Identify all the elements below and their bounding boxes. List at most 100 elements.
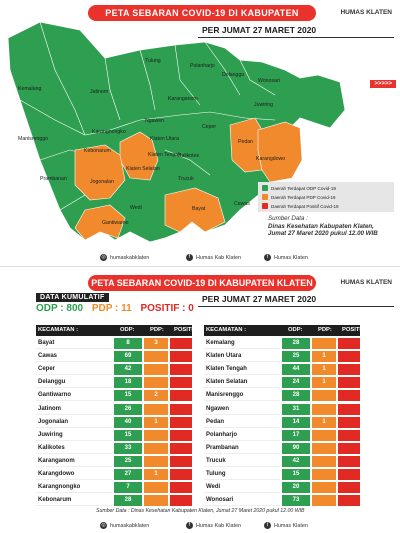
map-label: Cawas [234, 201, 250, 207]
map-label: Trucuk [178, 176, 194, 182]
legend-pdp-swatch [262, 194, 268, 200]
odp-value: 18 [114, 377, 142, 389]
instagram-icon: ◎ [100, 522, 107, 529]
map-label: Ngawen [145, 118, 164, 124]
pdp-value: 1 [144, 469, 168, 480]
pdp-value [312, 442, 336, 454]
twitter-icon: t [264, 254, 271, 261]
map-label: Wonosari [258, 78, 280, 84]
kecamatan-name: Karangdowo [36, 469, 112, 480]
positif-value [170, 338, 192, 349]
kecamatan-name: Klaten Utara [204, 351, 280, 363]
positif-value [170, 377, 192, 389]
social-twitter-2[interactable]: t Humas Klaten [264, 522, 308, 529]
table-row: Tulung 15 [204, 469, 360, 481]
kecamatan-name: Tulung [204, 469, 280, 480]
kecamatan-name: Trucuk [204, 455, 280, 467]
table-right-header: KECAMATAN : ODP: PDP: POSITIF: [204, 325, 366, 336]
pdp-value [144, 442, 168, 454]
odp-value: 27 [114, 469, 142, 480]
pdp-value: 2 [144, 390, 168, 402]
social-instagram-2[interactable]: ◎ humaskabklaten [100, 522, 150, 529]
positif-value [170, 416, 192, 428]
cumulative-stats: ODP : 800 PDP : 11 POSITIF : 0 [36, 303, 200, 314]
kecamatan-name: Delanggu [36, 377, 112, 389]
positif-value [338, 455, 360, 467]
brand-logo-2: HUMAS KLATEN [340, 279, 392, 286]
pdp-value [144, 482, 168, 494]
social-facebook[interactable]: f Humas Kab Klaten [186, 254, 241, 261]
legend-positif: Daerah Terdapat Positif Covid-19 [262, 202, 339, 210]
legend-odp-swatch [262, 185, 268, 191]
table-row: Trucuk 42 [204, 455, 360, 468]
odp-value: 14 [282, 416, 310, 428]
odp-total: ODP : 800 [36, 303, 84, 314]
pdp-value: 3 [144, 338, 168, 349]
pdp-value [312, 429, 336, 441]
pdp-value [312, 338, 336, 349]
kecamatan-name: Ngawen [204, 403, 280, 415]
date-underline-2 [198, 306, 394, 307]
date-underline [198, 37, 394, 38]
positif-value [338, 416, 360, 428]
kecamatan-name: Kebonarum [36, 495, 112, 507]
kecamatan-name: Wedi [204, 482, 280, 494]
twitter-icon: t [264, 522, 271, 529]
map-label: Manisrenggo [18, 136, 48, 142]
table-title: PETA SEBARAN COVID-19 DI KABUPATEN KLATE… [88, 275, 316, 291]
map-region-jogonalan [74, 144, 126, 201]
odp-value: 40 [114, 416, 142, 428]
odp-value: 25 [282, 351, 310, 363]
map-label: Delanggu [222, 72, 244, 78]
table-row: Karanganom 25 [36, 455, 192, 468]
pdp-value [144, 364, 168, 376]
map-label: Klaten Selatan [126, 166, 160, 172]
positif-value [338, 390, 360, 402]
map-label: Kebonarum [84, 148, 111, 154]
map-label: Wedi [130, 205, 142, 211]
odp-value: 17 [282, 429, 310, 441]
odp-value: 15 [114, 390, 142, 402]
odp-value: 26 [114, 403, 142, 415]
table-row: Kebonarum 28 [36, 495, 192, 507]
odp-value: 8 [114, 338, 142, 349]
table-row: Gantiwarno 15 2 [36, 390, 192, 402]
instagram-icon: ◎ [100, 254, 107, 261]
odp-value: 7 [114, 482, 142, 494]
odp-value: 20 [282, 482, 310, 494]
odp-value: 69 [114, 351, 142, 363]
kecamatan-name: Juwiring [36, 429, 112, 441]
map-region-karangdowo [257, 121, 303, 183]
pdp-value [144, 455, 168, 467]
table-row: Klaten Tengah 44 1 [204, 364, 360, 376]
table-row: Wedi 20 [204, 482, 360, 494]
kecamatan-name: Polanharjo [204, 429, 280, 441]
social-instagram[interactable]: ◎ humaskabklaten [100, 254, 150, 261]
map-date: PER JUMAT 27 MARET 2020 [202, 25, 317, 35]
map-label: Bayat [192, 206, 206, 212]
positif-value [170, 442, 192, 454]
table-row: Manisrenggo 28 [204, 390, 360, 402]
table-source: Sumber Data : Dinas Kesehatan Kabupaten … [96, 508, 305, 514]
kecamatan-name: Klaten Selatan [204, 377, 280, 389]
map-label: Ceper [202, 124, 216, 130]
map-label: Kalikotes [178, 153, 199, 159]
positif-value [170, 403, 192, 415]
map-label: Karangdowo [256, 156, 285, 162]
social-twitter[interactable]: t Humas Klaten [264, 254, 308, 261]
kecamatan-name: Jogonalan [36, 416, 112, 428]
table-row: Polanharjo 17 [204, 429, 360, 442]
odp-value: 15 [282, 469, 310, 480]
table-row: Pedan 14 1 [204, 416, 360, 429]
kecamatan-name: Kalikotes [36, 442, 112, 454]
more-arrows: >>>>> [370, 80, 396, 88]
odp-value: 28 [282, 338, 310, 349]
pdp-value [144, 429, 168, 441]
odp-value: 73 [282, 495, 310, 507]
social-facebook-2[interactable]: f Humas Kab Klaten [186, 522, 241, 529]
positif-value [170, 495, 192, 507]
pdp-value: 1 [144, 416, 168, 428]
table-row: Karangnongko 7 [36, 482, 192, 494]
pdp-value: 1 [312, 416, 336, 428]
kecamatan-name: Prambanan [204, 442, 280, 454]
